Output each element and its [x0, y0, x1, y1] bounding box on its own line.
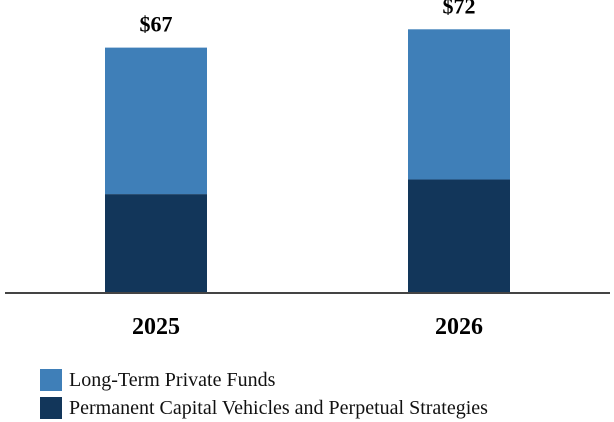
bar-2025-series-1: [105, 47, 207, 195]
bar-2026-series-1: [408, 29, 510, 180]
legend-swatch-permanent: [40, 397, 62, 419]
bars-group: [105, 29, 510, 293]
legend-label-long-term: Long-Term Private Funds: [69, 368, 276, 391]
bar-2026-series-0: [408, 179, 510, 293]
legend: Long-Term Private Funds Permanent Capita…: [40, 366, 488, 422]
legend-item-permanent-capital: Permanent Capital Vehicles and Perpetual…: [40, 394, 488, 422]
labels-group: $67 2025 $72 2026: [132, 0, 483, 340]
total-label-2026: $72: [443, 0, 476, 18]
x-tick-label-2025: 2025: [132, 314, 180, 340]
legend-item-long-term-private-funds: Long-Term Private Funds: [40, 366, 488, 394]
stacked-bar-chart: $67 2025 $72 2026: [5, 0, 610, 340]
legend-label-permanent: Permanent Capital Vehicles and Perpetual…: [69, 396, 488, 419]
x-tick-label-2026: 2026: [435, 314, 483, 340]
bar-2025-series-0: [105, 194, 207, 293]
total-label-2025: $67: [140, 12, 173, 37]
legend-swatch-long-term: [40, 369, 62, 391]
